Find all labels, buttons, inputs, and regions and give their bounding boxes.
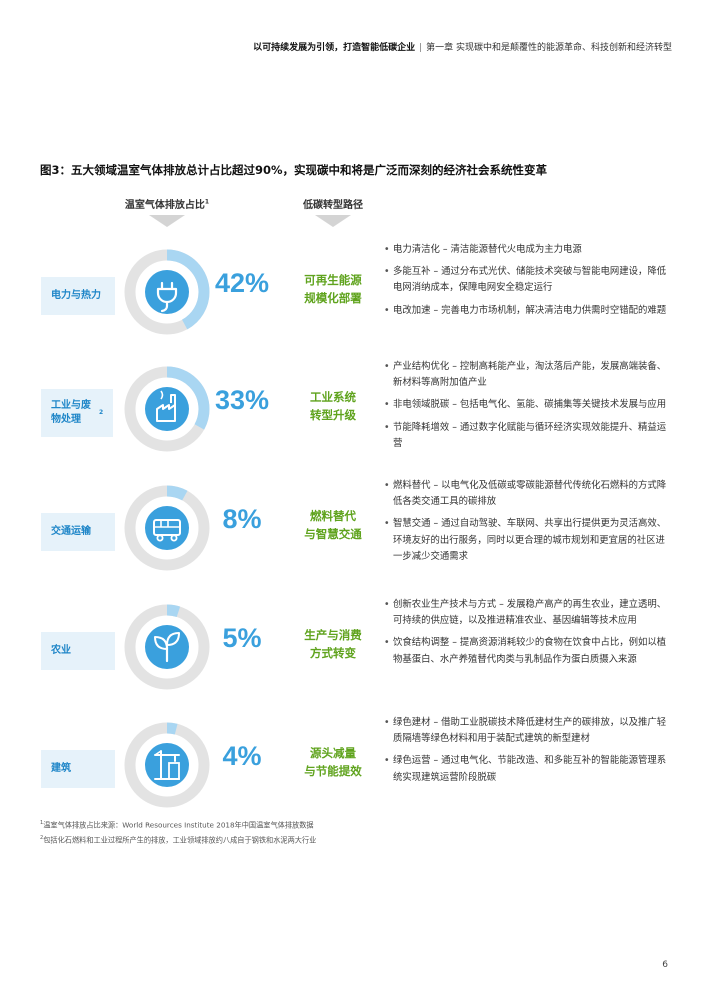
footnote-2: 2包括化石燃料和工业过程所产生的排放，工业领域排放约八成自于钢铁和水泥两大行业 — [40, 833, 316, 848]
column-header-pathway: 低碳转型路径 — [303, 200, 363, 211]
sprout-icon — [154, 632, 180, 663]
pathway-label: 燃料替代 与智慧交通 — [290, 507, 376, 544]
donut-share-arc — [124, 485, 210, 571]
header-chapter-subtitle: 第一章 实现碳中和是颠覆性的能源革命、科技创新和经济转型 — [426, 43, 672, 53]
donut-center — [145, 387, 189, 431]
sector-label-text: 工业与废物处理 — [51, 400, 91, 425]
sector-row: 农业5%生产与消费方式转变创新农业生产技术与方式 – 发展稳产高产的再生农业，建… — [0, 597, 710, 710]
crane-building-icon — [154, 750, 180, 780]
share-donut — [124, 604, 210, 690]
footnote-mark: 1 — [204, 198, 210, 206]
pathway-bullets: 产业结构优化 – 控制高耗能产业，淘汰落后产能，发展高端装备、新材料等高附加值产… — [384, 359, 674, 458]
sector-label-text: 交通运输 — [51, 526, 91, 537]
donut-center — [145, 270, 189, 314]
pathway-bullets: 创新农业生产技术与方式 – 发展稳产高产的再生农业，建立透明、可持续的供应链，以… — [384, 597, 674, 674]
sector-label: 电力与热力 — [41, 277, 115, 315]
donut-share-arc — [124, 249, 210, 335]
sector-footnote-mark: 2 — [99, 408, 104, 416]
sector-label: 农业 — [41, 632, 115, 670]
pathway-line: 转型升级 — [310, 408, 356, 423]
bullet-item: 智慧交通 – 通过自动驾驶、车联网、共享出行提供更为灵活高效、环境友好的出行服务… — [384, 516, 674, 565]
share-percent: 4% — [222, 741, 262, 771]
power-plug-icon — [156, 281, 178, 313]
bullet-item: 绿色建材 – 借助工业脱碳技术降低建材生产的碳排放，以及推广轻质隔墙等绿色材料和… — [384, 715, 674, 747]
pathway-label: 源头减量 与节能提效 — [290, 744, 376, 781]
share-percent: 5% — [222, 623, 262, 653]
pathway-line: 方式转变 — [310, 646, 356, 661]
sector-label-text: 农业 — [51, 645, 71, 656]
bullet-item: 节能降耗增效 – 通过数字化赋能与循环经济实现效能提升、精益运营 — [384, 420, 674, 452]
pathway-line: 规模化部署 — [304, 291, 362, 306]
bullet-item: 电力清洁化 – 清洁能源替代火电成为主力电源 — [384, 242, 674, 258]
header-chapter-title: 以可持续发展为引领，打造智能低碳企业 — [253, 43, 416, 53]
donut-share-arc — [124, 722, 210, 808]
footnote-2-text: 包括化石燃料和工业过程所产生的排放，工业领域排放约八成自于钢铁和水泥两大行业 — [43, 835, 317, 845]
pathway-bullets: 电力清洁化 – 清洁能源替代火电成为主力电源多能互补 – 通过分布式光伏、储能技… — [384, 242, 674, 325]
factory-icon — [156, 390, 176, 422]
bus-icon — [153, 519, 181, 542]
share-percent: 33% — [214, 385, 270, 415]
sector-label: 建筑 — [41, 750, 115, 788]
donut-share-arc — [124, 604, 210, 690]
page-number: 6 — [662, 960, 668, 970]
pathway-label: 生产与消费 方式转变 — [290, 626, 376, 663]
sector-row: 建筑4%源头减量与节能提效绿色建材 – 借助工业脱碳技术降低建材生产的碳排放，以… — [0, 715, 710, 828]
bullet-item: 燃料替代 – 以电气化及低碳或零碳能源替代传统化石燃料的方式降低各类交通工具的碳… — [384, 478, 674, 510]
footnotes: 1温室气体排放占比来源：World Resources Institute 20… — [40, 818, 316, 848]
pathway-line: 工业系统 — [310, 390, 356, 404]
share-donut — [124, 366, 210, 452]
share-donut — [124, 249, 210, 335]
bullet-item: 多能互补 – 通过分布式光伏、储能技术突破与智能电网建设，降低电网消纳成本，保障… — [384, 264, 674, 296]
pathway-bullets: 燃料替代 – 以电气化及低碳或零碳能源替代传统化石燃料的方式降低各类交通工具的碳… — [384, 478, 674, 571]
footnote-1: 1温室气体排放占比来源：World Resources Institute 20… — [40, 818, 316, 833]
column-header-share: 温室气体排放占比1 — [112, 196, 222, 211]
donut-share-arc — [124, 366, 210, 452]
column-header-pathway-arrow — [315, 215, 351, 227]
pathway-line: 与智慧交通 — [304, 527, 362, 542]
share-percent: 8% — [222, 504, 262, 534]
pathway-line: 源头减量 — [310, 746, 356, 760]
page-header: 以可持续发展为引领，打造智能低碳企业 | 第一章 实现碳中和是颠覆性的能源革命、科技… — [253, 40, 672, 53]
bullet-item: 绿色运营 – 通过电气化、节能改造、和多能互补的智能能源管理系统实现建筑运营阶段… — [384, 753, 674, 785]
pathway-line: 生产与消费 — [304, 628, 362, 642]
pathway-label: 工业系统 转型升级 — [290, 388, 376, 425]
sector-label: 工业与废物处理 2 — [41, 389, 113, 437]
pathway-label: 可再生能源规模化部署 — [290, 271, 376, 308]
share-donut — [124, 722, 210, 808]
footnote-2-mark: 2 — [40, 834, 44, 841]
donut-center — [145, 506, 189, 550]
column-header-share-label: 温室气体排放占比 — [124, 200, 205, 211]
share-percent: 42% — [214, 268, 270, 298]
bullet-item: 非电领域脱碳 – 包括电气化、氢能、碳捕集等关键技术发展与应用 — [384, 397, 674, 413]
pathway-line: 与节能提效 — [304, 764, 362, 779]
footnote-1-mark: 1 — [40, 820, 44, 826]
sector-label-text: 电力与热力 — [51, 290, 101, 301]
figure-title: 图3：五大领域温室气体排放总计占比超过90%，实现碳中和将是广泛而深刻的经济社会… — [40, 163, 548, 177]
pathway-line: 可再生能源 — [304, 273, 362, 287]
footnote-1-text: 温室气体排放占比来源：World Resources Institute 201… — [43, 820, 314, 830]
header-separator: | — [419, 43, 423, 53]
sector-label: 交通运输 — [41, 513, 115, 551]
bullet-item: 产业结构优化 – 控制高耗能产业，淘汰落后产能，发展高端装备、新材料等高附加值产… — [384, 359, 674, 391]
donut-center — [145, 743, 189, 787]
pathway-line: 燃料替代 — [310, 509, 356, 523]
bullet-item: 电改加速 – 完善电力市场机制，解决清洁电力供需时空错配的难题 — [384, 303, 674, 319]
bullet-item: 创新农业生产技术与方式 – 发展稳产高产的再生农业，建立透明、可持续的供应链，以… — [384, 597, 674, 629]
share-donut — [124, 485, 210, 571]
column-header-share-arrow — [149, 215, 185, 227]
pathway-bullets: 绿色建材 – 借助工业脱碳技术降低建材生产的碳排放，以及推广轻质隔墙等绿色材料和… — [384, 715, 674, 792]
bullet-item: 饮食结构调整 – 提高资源消耗较少的食物在饮食中占比，例如以植物基蛋白、水产养殖… — [384, 635, 674, 667]
sector-label-text: 建筑 — [51, 763, 71, 774]
